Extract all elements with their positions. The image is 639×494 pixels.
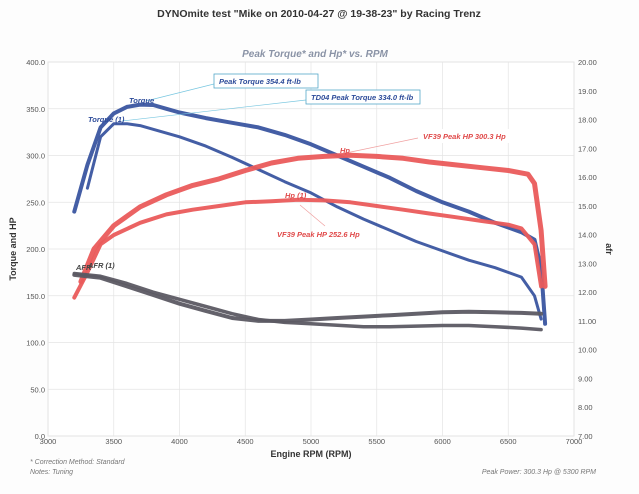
y2-tick-label: 15.00	[578, 202, 597, 211]
y2-axis-label: afr	[604, 243, 614, 255]
x-tick-label: 7000	[566, 437, 583, 446]
series-line-hp	[78, 152, 548, 289]
x-tick-label: 5500	[368, 437, 385, 446]
series-line-afr	[72, 272, 544, 323]
svg-text:VF39 Peak HP 252.6 Hp: VF39 Peak HP 252.6 Hp	[277, 230, 360, 239]
y2-tick-label: 9.00	[578, 374, 593, 383]
x-tick-label: 6500	[500, 437, 517, 446]
afr1-series-label: AFR (1)	[87, 261, 115, 270]
y2-tick-label: 17.00	[578, 144, 597, 153]
torque1-series-label: Torque (1)	[88, 115, 125, 124]
y2-tick-label: 10.00	[578, 346, 597, 355]
x-tick-label: 5000	[303, 437, 320, 446]
y2-tick-label: 13.00	[578, 259, 597, 268]
annotation-vf39-peak-hp: VF39 Peak HP 300.3 Hp	[345, 129, 516, 154]
y-tick-label: 250.0	[26, 198, 45, 207]
y2-tick-label: 14.00	[578, 231, 597, 240]
torque-series-label: Torque	[129, 96, 154, 105]
footer-correction: * Correction Method: Standard	[30, 459, 126, 466]
y-tick-label: 100.0	[26, 339, 45, 348]
svg-text:Peak Torque 354.4 ft-lb: Peak Torque 354.4 ft-lb	[219, 77, 301, 86]
y2-tick-label: 18.00	[578, 116, 597, 125]
svg-text:VF39 Peak HP 300.3 Hp: VF39 Peak HP 300.3 Hp	[423, 132, 506, 141]
y-tick-label: 0.0	[35, 432, 45, 441]
y-tick-labels: 0.0 50.0 100.0 150.0 200.0 250.0 300.0 350.0 400…	[26, 58, 45, 441]
y-tick-label: 200.0	[26, 245, 45, 254]
series-line-torque-1	[85, 122, 543, 321]
y2-tick-label: 20.00	[578, 58, 597, 67]
chart-title: DYNOmite test "Mike on 2010-04-27 @ 19-3…	[157, 8, 481, 20]
y-axis-label: Torque and HP	[8, 217, 18, 280]
series-line-afr-1	[72, 271, 543, 332]
x-tick-label: 4000	[171, 437, 188, 446]
y-tick-label: 400.0	[26, 58, 45, 67]
chart-subtitle: Peak Torque* and Hp* vs. RPM	[242, 49, 388, 60]
y-tick-label: 50.0	[30, 385, 45, 394]
y-tick-label: 300.0	[26, 152, 45, 161]
x-tick-label: 4500	[237, 437, 254, 446]
footer-notes: Notes: Tuning	[30, 469, 73, 476]
hp-series-label: Hp	[340, 146, 350, 155]
x-tick-labels: 3000 3500 4000 4500 5000 5500 6000 6500 7000	[40, 437, 583, 446]
x-axis-label: Engine RPM (RPM)	[271, 449, 352, 459]
y2-tick-label: 8.00	[578, 403, 593, 412]
annotation-td04-peak-torque: TD04 Peak Torque 334.0 ft-lb	[121, 89, 421, 122]
series-lines	[72, 102, 548, 332]
series-line-hp-1	[72, 197, 544, 300]
hp1-series-label: Hp (1)	[285, 191, 307, 200]
y2-tick-labels: 7.00 8.00 9.00 10.00 11.00 12.00 13.00 14.00 15.…	[578, 58, 597, 441]
grid	[47, 61, 575, 437]
afr-series-label: AFR	[75, 263, 92, 272]
x-tick-label: 3500	[105, 437, 122, 446]
y2-tick-label: 11.00	[578, 317, 596, 326]
x-tick-label: 3000	[40, 437, 57, 446]
y2-tick-label: 19.00	[578, 87, 597, 96]
x-tick-label: 6000	[434, 437, 451, 446]
footer-peak-power: Peak Power: 300.3 Hp @ 5300 RPM	[482, 469, 596, 476]
y2-tick-label: 16.00	[578, 173, 597, 182]
y2-tick-label: 12.00	[578, 288, 597, 297]
svg-text:TD04 Peak Torque 334.0 ft-lb: TD04 Peak Torque 334.0 ft-lb	[311, 93, 414, 102]
y-tick-label: 350.0	[26, 105, 45, 114]
annotation-peak-torque: Peak Torque 354.4 ft-lb	[145, 73, 319, 102]
y2-tick-label: 7.00	[578, 432, 593, 441]
y-tick-label: 150.0	[26, 292, 45, 301]
annotation-vf39-peak-hp-2: VF39 Peak HP 252.6 Hp	[277, 204, 360, 239]
